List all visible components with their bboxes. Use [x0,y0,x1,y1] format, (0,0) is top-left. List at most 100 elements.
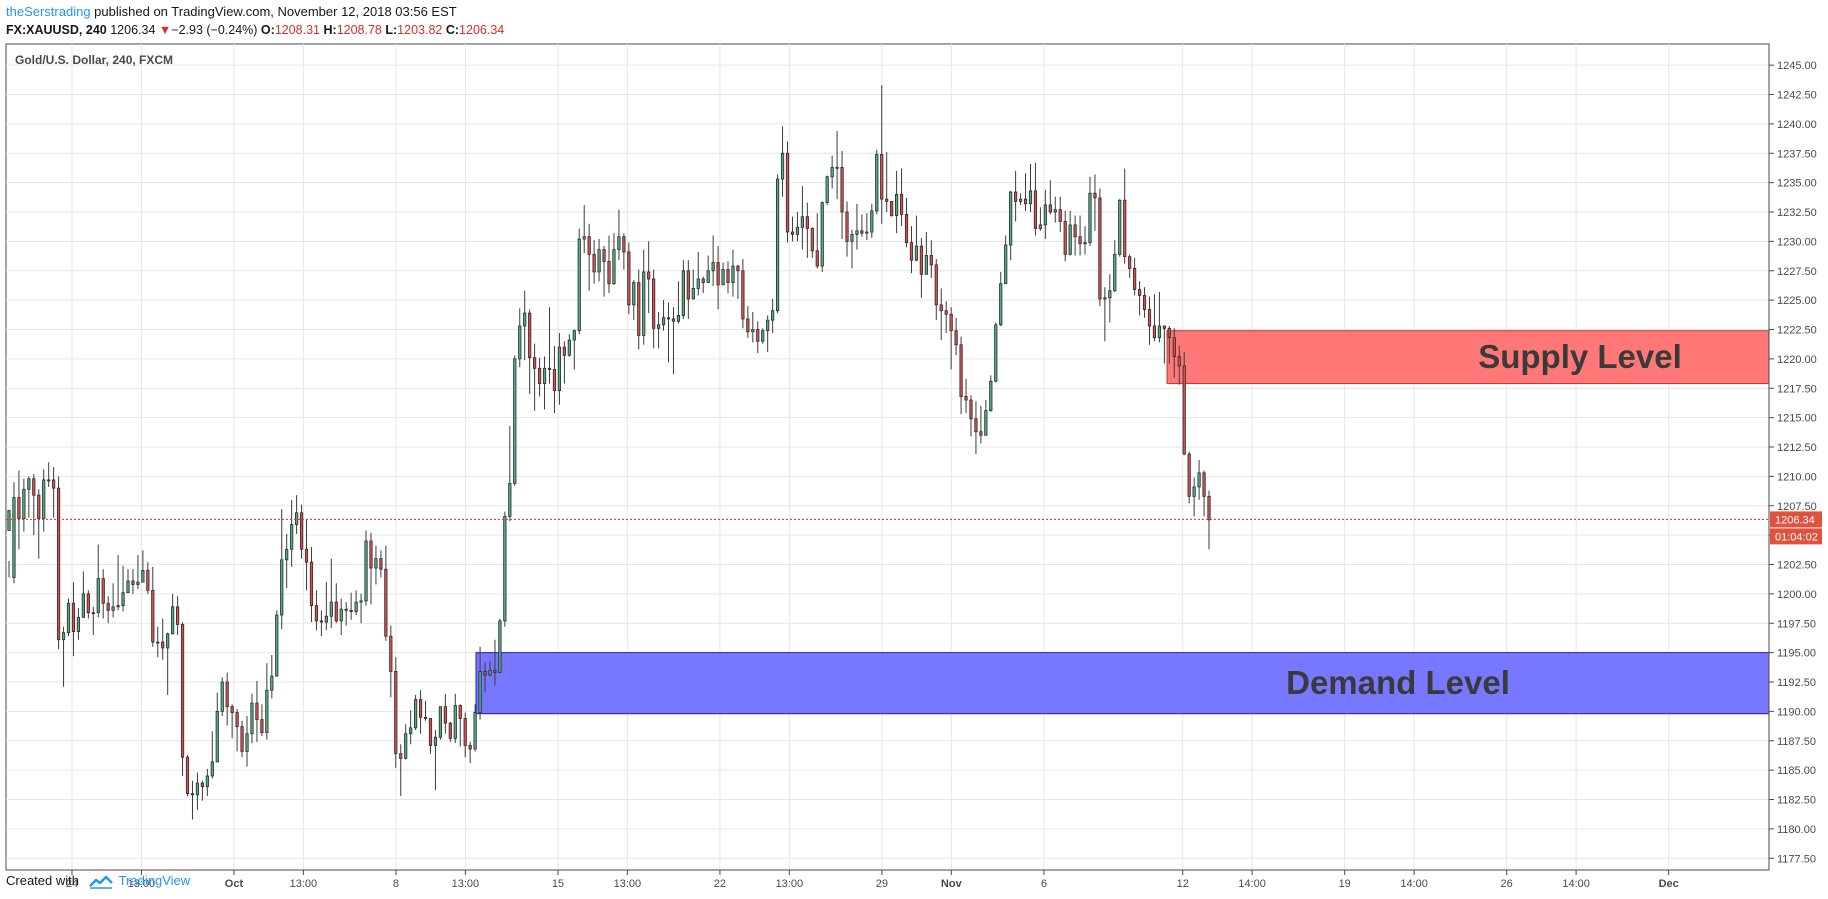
candle [761,328,765,344]
candle [185,754,190,796]
y-tick-label: 1237.50 [1777,148,1817,160]
candle-body [384,568,388,637]
candle [731,249,735,297]
candle-body [582,236,586,240]
candle-body [498,620,502,674]
candle [324,582,328,631]
candle-body [27,478,31,490]
tradingview-link[interactable]: TradingView [118,873,191,888]
candle [1142,287,1147,318]
candle [567,334,571,357]
candle [785,141,790,243]
candle-body [503,515,507,622]
candle [498,618,502,674]
candle [652,269,656,349]
candle-body [270,675,274,691]
candle-body [56,487,61,641]
candle-body [766,319,770,332]
candle [111,583,115,618]
candle-body [552,369,557,392]
candle-body [1108,290,1112,299]
candle [716,246,720,310]
candle-body [61,632,66,641]
candle-body [850,233,854,242]
candle [552,345,557,413]
candle-body [1202,472,1206,497]
y-tick-label: 1212.50 [1777,442,1817,454]
candle-body [572,330,576,341]
candle [1128,254,1132,278]
candle [1167,325,1171,364]
candle-body [1053,209,1057,213]
candle [1147,296,1152,345]
time-axis[interactable]: 24 13:00 Oct 13:00 8 13:00 15 13:00 22 13:00 29 Nov… [66,870,1679,890]
candle-body [924,255,928,275]
y-tick-label: 1192.50 [1777,677,1816,689]
candle-body [845,211,849,242]
candle-body [592,253,596,273]
candle-body [488,669,492,676]
candle-body [899,193,904,215]
candle [1103,287,1107,342]
candle [632,280,636,321]
candle [309,546,314,623]
candle-body [126,580,130,594]
candle [295,495,299,534]
candle [369,532,373,605]
candle [518,308,522,368]
candle-body [235,712,239,728]
candle-body [652,278,656,329]
candle-body [220,681,224,712]
candle [890,201,894,217]
candle [845,201,849,257]
candle-body [22,488,26,520]
candle [61,626,66,687]
candle [642,249,646,345]
candle-body [448,722,452,739]
candle-body [1172,337,1176,357]
candle [701,276,705,294]
candle [364,530,368,606]
candle-body [1048,204,1052,213]
candle [1009,190,1013,261]
x-tick-label: 29 [876,878,888,890]
candle-body [354,601,358,612]
candle [180,622,185,777]
candle [696,251,700,296]
candle [1038,207,1043,231]
candle-body [91,612,95,615]
candle [795,212,800,242]
candle-body [1142,295,1147,310]
supply-zone-label: Supply Level [1478,338,1682,375]
candle-body [1033,190,1038,229]
candle [255,680,259,742]
x-tick-label: 13:00 [614,878,642,890]
candle-body [805,216,809,229]
candle-body [671,318,676,322]
price-axis[interactable]: 1245.00 1242.50 1240.00 1237.50 1235.00 1232.… [1769,60,1817,865]
candle [205,768,209,796]
candle [458,704,462,747]
candle-body [1103,297,1107,300]
candle-body [146,569,150,591]
candle-body [210,761,214,777]
candle-body [493,669,497,674]
candle [394,657,398,768]
candle [468,741,472,764]
candle-body [1009,191,1013,246]
candle [1058,196,1062,232]
candle [448,721,452,742]
candle-body [929,255,933,266]
candle [537,357,542,397]
candle [453,693,457,744]
candle [1197,459,1201,500]
candle [116,555,120,611]
candle [523,290,527,361]
candle-body [339,608,343,622]
candle-body [746,318,750,333]
candle [240,720,244,758]
y-tick-label: 1180.00 [1777,824,1816,836]
candle [899,168,904,227]
author-link[interactable]: theSerstrading [6,4,91,19]
